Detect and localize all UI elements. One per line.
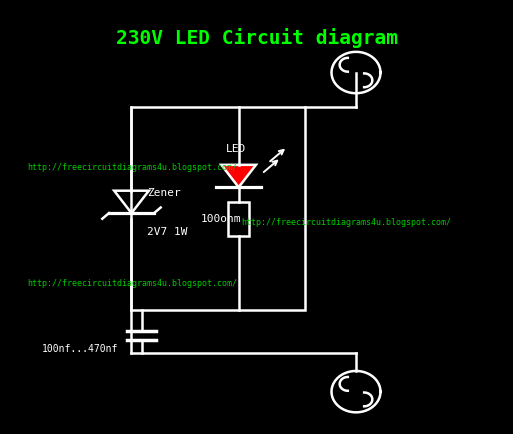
Text: http://freecircuitdiagrams4u.blogspot.com/: http://freecircuitdiagrams4u.blogspot.co… (27, 163, 237, 172)
Text: 100nf...470nf: 100nf...470nf (42, 344, 119, 354)
Text: http://freecircuitdiagrams4u.blogspot.com/: http://freecircuitdiagrams4u.blogspot.co… (27, 279, 237, 288)
Text: LED: LED (226, 144, 246, 154)
Text: 230V LED Circuit diagram: 230V LED Circuit diagram (115, 28, 398, 48)
Text: http://freecircuitdiagrams4u.blogspot.com/: http://freecircuitdiagrams4u.blogspot.co… (241, 218, 451, 227)
Text: 2V7 1W: 2V7 1W (147, 227, 187, 237)
Bar (131, 107, 305, 310)
Text: Zener: Zener (147, 188, 181, 198)
Polygon shape (221, 165, 256, 187)
Bar (228, 202, 249, 237)
Text: 100ohm: 100ohm (201, 214, 241, 224)
